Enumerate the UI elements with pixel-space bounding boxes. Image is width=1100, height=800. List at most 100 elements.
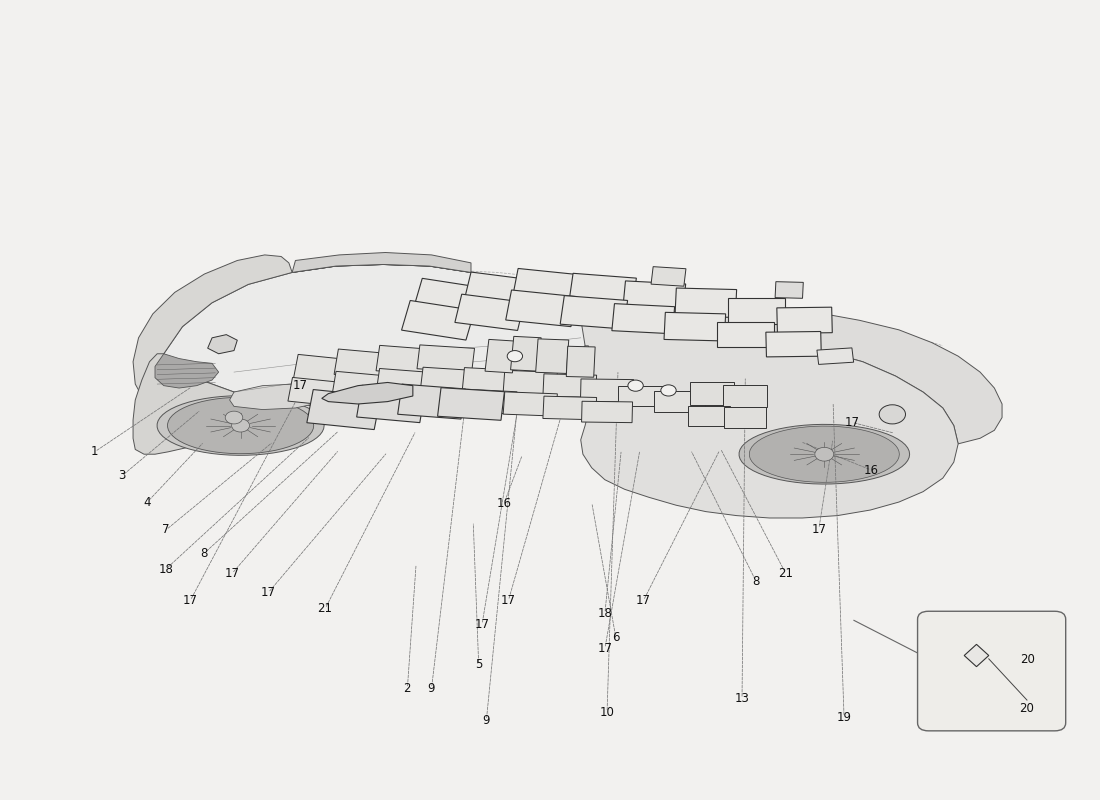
Text: 16: 16 xyxy=(864,464,879,477)
Polygon shape xyxy=(322,382,412,404)
Polygon shape xyxy=(157,396,324,455)
Text: 21: 21 xyxy=(779,567,793,580)
Polygon shape xyxy=(728,298,784,324)
Text: 1: 1 xyxy=(91,446,98,458)
Polygon shape xyxy=(717,322,773,347)
Polygon shape xyxy=(691,382,735,405)
Polygon shape xyxy=(155,354,219,388)
Text: 19: 19 xyxy=(837,710,851,724)
Polygon shape xyxy=(749,426,900,482)
Polygon shape xyxy=(566,346,595,378)
Text: 6: 6 xyxy=(612,631,619,644)
Text: 21: 21 xyxy=(318,602,332,615)
Polygon shape xyxy=(612,304,674,334)
FancyBboxPatch shape xyxy=(917,611,1066,731)
Polygon shape xyxy=(133,255,293,420)
Polygon shape xyxy=(777,307,833,334)
Polygon shape xyxy=(167,398,314,454)
Polygon shape xyxy=(420,367,477,393)
Polygon shape xyxy=(288,378,346,406)
Text: 5: 5 xyxy=(475,658,483,671)
Polygon shape xyxy=(817,348,854,365)
Polygon shape xyxy=(725,407,767,428)
Polygon shape xyxy=(464,272,530,308)
Text: 13: 13 xyxy=(735,693,749,706)
Text: 17: 17 xyxy=(812,522,826,536)
Circle shape xyxy=(879,405,905,424)
Polygon shape xyxy=(582,402,632,422)
Polygon shape xyxy=(581,379,634,402)
Polygon shape xyxy=(414,278,484,318)
Polygon shape xyxy=(513,269,583,305)
Text: 9: 9 xyxy=(428,682,436,695)
Circle shape xyxy=(232,419,250,432)
Polygon shape xyxy=(398,384,465,419)
Polygon shape xyxy=(623,281,685,312)
Polygon shape xyxy=(294,354,350,385)
Polygon shape xyxy=(506,290,576,326)
Polygon shape xyxy=(356,386,426,422)
Polygon shape xyxy=(462,368,517,393)
Polygon shape xyxy=(376,369,435,397)
Text: 17: 17 xyxy=(844,416,859,429)
Circle shape xyxy=(628,380,643,391)
Polygon shape xyxy=(503,370,558,394)
Text: 2: 2 xyxy=(404,682,411,695)
Polygon shape xyxy=(569,274,637,306)
Polygon shape xyxy=(543,374,596,398)
Text: 10: 10 xyxy=(600,706,615,719)
Polygon shape xyxy=(739,424,910,484)
Polygon shape xyxy=(543,396,596,420)
Text: 8: 8 xyxy=(752,575,760,588)
Polygon shape xyxy=(307,390,381,430)
Text: 20: 20 xyxy=(1020,653,1035,666)
Polygon shape xyxy=(654,391,705,412)
Polygon shape xyxy=(438,388,505,420)
Polygon shape xyxy=(664,312,726,341)
Text: 18: 18 xyxy=(597,607,613,620)
Circle shape xyxy=(226,411,243,424)
Text: 17: 17 xyxy=(597,642,613,655)
Polygon shape xyxy=(417,345,474,372)
Polygon shape xyxy=(164,265,588,408)
Polygon shape xyxy=(332,371,390,400)
Polygon shape xyxy=(766,331,822,357)
Polygon shape xyxy=(334,349,393,379)
Polygon shape xyxy=(689,406,730,426)
Polygon shape xyxy=(293,265,958,518)
Polygon shape xyxy=(455,294,525,330)
Text: 3: 3 xyxy=(119,470,125,482)
Text: 18: 18 xyxy=(158,562,174,575)
Polygon shape xyxy=(776,282,803,298)
Polygon shape xyxy=(581,302,1002,444)
Text: 17: 17 xyxy=(293,379,307,392)
Text: 20: 20 xyxy=(1020,702,1034,715)
Polygon shape xyxy=(429,390,522,418)
Polygon shape xyxy=(965,644,989,666)
Polygon shape xyxy=(485,339,516,373)
Text: 17: 17 xyxy=(261,586,275,599)
Polygon shape xyxy=(675,288,737,318)
Polygon shape xyxy=(462,389,517,414)
Polygon shape xyxy=(376,346,435,375)
Polygon shape xyxy=(133,354,234,454)
Polygon shape xyxy=(560,296,628,329)
Circle shape xyxy=(661,385,676,396)
Polygon shape xyxy=(230,384,326,410)
Text: 17: 17 xyxy=(474,618,490,631)
Polygon shape xyxy=(402,301,474,340)
Polygon shape xyxy=(651,266,686,286)
Circle shape xyxy=(507,350,522,362)
Text: 4: 4 xyxy=(144,495,151,509)
Polygon shape xyxy=(618,386,669,406)
Circle shape xyxy=(815,447,834,461)
Polygon shape xyxy=(208,334,238,354)
Polygon shape xyxy=(510,336,541,371)
Text: 17: 17 xyxy=(224,567,240,580)
Polygon shape xyxy=(536,339,569,374)
Text: 9: 9 xyxy=(483,714,491,727)
Text: 17: 17 xyxy=(183,594,198,607)
Text: 17: 17 xyxy=(636,594,651,607)
Text: 17: 17 xyxy=(500,594,516,607)
Polygon shape xyxy=(724,385,768,407)
